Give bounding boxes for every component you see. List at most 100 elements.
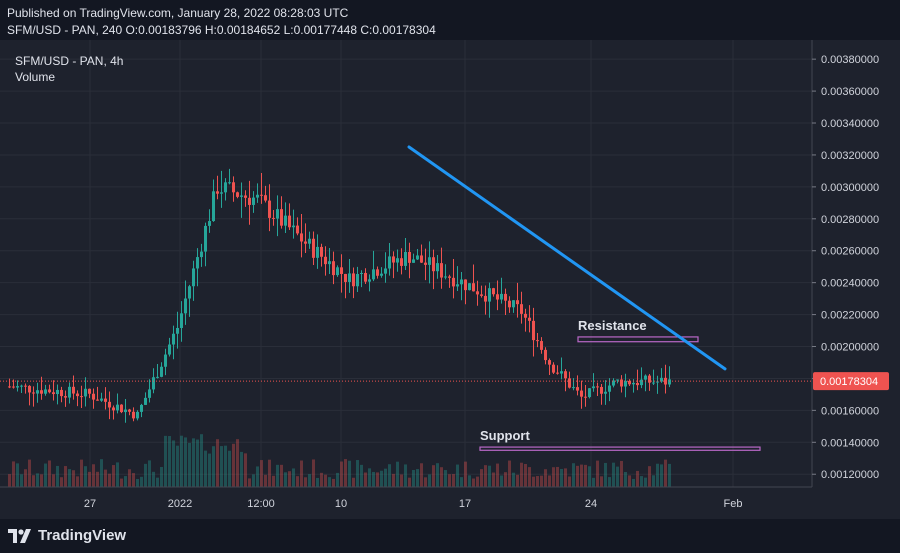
- volume-bar: [28, 459, 31, 487]
- candle-body: [136, 411, 139, 419]
- volume-bar: [364, 472, 367, 487]
- descending-trendline[interactable]: [407, 145, 727, 371]
- candle-body: [84, 388, 87, 397]
- volume-bar: [636, 470, 639, 487]
- volume-bar: [372, 471, 375, 487]
- candle-body: [600, 386, 603, 394]
- volume-bar: [316, 477, 319, 487]
- candle-body: [660, 377, 663, 382]
- volume-bar: [104, 469, 107, 487]
- support-label: Support: [480, 428, 530, 443]
- footer-bar: TradingView: [0, 519, 900, 553]
- volume-bar: [440, 467, 443, 487]
- candle-body: [240, 195, 243, 197]
- candle-body: [116, 404, 119, 411]
- volume-bar: [312, 459, 315, 487]
- volume-bar: [628, 475, 631, 487]
- time-axis[interactable]: 27 2022 12:00 10 17 24 Feb: [84, 498, 743, 510]
- volume-bar: [336, 472, 339, 487]
- volume-bar: [352, 477, 355, 487]
- candle-body: [228, 182, 231, 184]
- volume-bar: [240, 451, 243, 487]
- candle-body: [656, 381, 659, 383]
- candle-body: [24, 385, 27, 387]
- volume-bar: [216, 439, 219, 487]
- volume-bar: [288, 471, 291, 487]
- time-tick-label: 24: [585, 498, 597, 510]
- volume-bar: [120, 478, 123, 487]
- candle-body: [664, 377, 667, 385]
- price-tick-label: 0.00220000: [821, 310, 879, 322]
- volume-bar: [660, 464, 663, 487]
- volume-bar: [604, 462, 607, 487]
- candle-body: [280, 209, 283, 226]
- candle-body: [492, 288, 495, 295]
- candle-body: [292, 225, 295, 228]
- candle-body: [564, 371, 567, 379]
- volume-bar: [328, 477, 331, 487]
- volume-bar: [536, 476, 539, 487]
- candle-body: [636, 382, 639, 386]
- volume-bar: [184, 437, 187, 487]
- candle-body: [204, 225, 207, 252]
- price-chart[interactable]: Resistance Support SFM/USD - PAN, 4h Vol…: [0, 40, 900, 519]
- volume-bar: [52, 474, 55, 487]
- volume-bar: [420, 463, 423, 487]
- candle-body: [168, 344, 171, 355]
- volume-bar: [152, 471, 155, 487]
- volume-bar: [16, 463, 19, 487]
- volume-bar: [56, 465, 59, 487]
- volume-bar: [412, 469, 415, 487]
- candle-body: [312, 238, 315, 258]
- volume-bar: [444, 470, 447, 487]
- candle-body: [388, 256, 391, 269]
- support-zone: [479, 446, 761, 451]
- volume-bar: [244, 453, 247, 487]
- volume-bar: [308, 474, 311, 487]
- volume-bar: [236, 439, 239, 487]
- candle-body: [140, 404, 143, 412]
- volume-bar: [516, 474, 519, 487]
- volume-bar: [656, 463, 659, 487]
- candle-body: [476, 291, 479, 295]
- candle-body: [460, 279, 463, 285]
- candle-body: [132, 411, 135, 419]
- volume-bar: [400, 474, 403, 487]
- candle-body: [504, 293, 507, 301]
- candle-body: [264, 195, 267, 201]
- volume-bar: [156, 477, 159, 487]
- volume-bar: [292, 468, 295, 487]
- volume-bar: [392, 473, 395, 487]
- candle-body: [468, 283, 471, 291]
- candle-body: [304, 241, 307, 244]
- candle-body: [628, 380, 631, 385]
- candle-body: [652, 382, 655, 384]
- time-tick-label: 27: [84, 498, 96, 510]
- candlesticks: [8, 168, 671, 423]
- candle-body: [576, 387, 579, 391]
- candle-body: [596, 386, 599, 388]
- candle-body: [336, 267, 339, 276]
- volume-bar: [304, 477, 307, 487]
- price-tick-label: 0.00360000: [821, 86, 879, 98]
- volume-bar: [608, 477, 611, 487]
- volume-bar: [532, 476, 535, 487]
- volume-bar: [300, 460, 303, 487]
- price-axis[interactable]: 0.00380000 0.00360000 0.00340000 0.00320000…: [812, 54, 879, 481]
- candle-body: [244, 195, 247, 198]
- candle-body: [344, 273, 347, 282]
- volume-bar: [584, 464, 587, 487]
- candle-body: [632, 382, 635, 385]
- resistance-label: Resistance: [578, 318, 647, 333]
- tradingview-logo[interactable]: TradingView: [8, 527, 126, 544]
- volume-bar: [252, 474, 255, 487]
- candle-body: [404, 251, 407, 266]
- candle-body: [128, 409, 131, 412]
- candle-body: [528, 317, 531, 321]
- candle-body: [488, 288, 491, 302]
- candle-body: [584, 396, 587, 398]
- candle-body: [68, 386, 71, 398]
- volume-bar: [228, 450, 231, 487]
- volume-bar: [652, 475, 655, 487]
- published-info: Published on TradingView.com, January 28…: [7, 6, 349, 20]
